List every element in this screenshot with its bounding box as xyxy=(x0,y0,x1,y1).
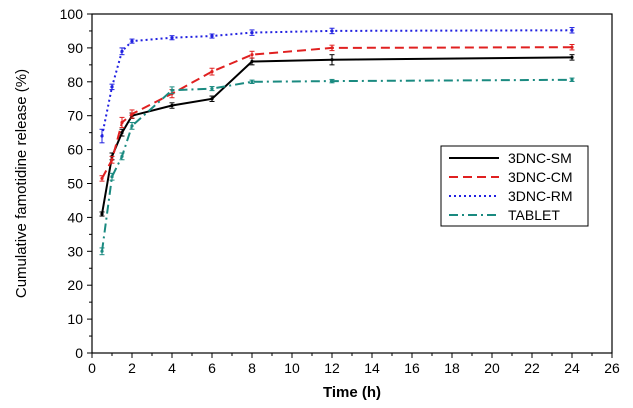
data-point xyxy=(130,39,134,43)
x-tick-label: 10 xyxy=(284,360,300,376)
data-point xyxy=(100,249,104,253)
x-tick-label: 16 xyxy=(404,360,420,376)
x-axis-title: Time (h) xyxy=(323,384,381,401)
y-tick-label: 50 xyxy=(67,176,83,192)
data-point xyxy=(570,55,574,59)
y-tick-label: 80 xyxy=(67,74,83,90)
x-tick-label: 20 xyxy=(484,360,500,376)
data-point xyxy=(210,86,214,91)
x-tick-label: 2 xyxy=(128,360,136,376)
y-tick-label: 60 xyxy=(67,142,83,158)
legend-label: TABLET xyxy=(508,207,560,223)
data-point xyxy=(170,88,174,92)
y-tick-label: 30 xyxy=(67,243,83,259)
y-tick-label: 10 xyxy=(67,311,83,327)
x-tick-label: 0 xyxy=(88,360,96,376)
legend: 3DNC-SM 3DNC-CM 3DNC-RM TABLET xyxy=(440,145,589,227)
x-tick-label: 14 xyxy=(364,360,380,376)
y-tick-label: 100 xyxy=(60,6,84,22)
data-point xyxy=(130,112,134,116)
legend-label: 3DNC-RM xyxy=(508,188,573,204)
y-tick-label: 0 xyxy=(75,345,83,361)
data-point xyxy=(100,134,104,138)
y-tick-label: 20 xyxy=(67,277,83,293)
data-point xyxy=(210,70,214,74)
legend-label: 3DNC-CM xyxy=(508,169,573,185)
data-point xyxy=(110,85,114,89)
legend-label: 3DNC-SM xyxy=(508,150,572,166)
data-point xyxy=(120,131,124,135)
x-tick-label: 18 xyxy=(444,360,460,376)
data-point xyxy=(330,79,334,83)
series-layer xyxy=(99,27,575,256)
data-point xyxy=(250,31,254,35)
series-line xyxy=(101,29,573,137)
series-line xyxy=(101,78,573,252)
data-point xyxy=(120,120,124,125)
data-point xyxy=(570,28,574,32)
x-tick-label: 26 xyxy=(604,360,620,376)
data-point xyxy=(250,59,254,64)
x-tick-label: 8 xyxy=(248,360,256,376)
data-point xyxy=(570,45,574,49)
x-tick-label: 6 xyxy=(208,360,216,376)
data-point xyxy=(250,53,254,57)
data-point xyxy=(100,212,104,216)
y-axis-title: Cumulative famotidine release (%) xyxy=(13,69,30,298)
x-tick-label: 22 xyxy=(524,360,540,376)
y-tick-label: 40 xyxy=(67,209,83,225)
data-point xyxy=(330,46,334,50)
data-point xyxy=(210,34,214,38)
legend-box xyxy=(440,145,589,227)
data-point xyxy=(570,78,574,82)
data-point xyxy=(330,58,334,62)
data-point xyxy=(110,158,114,162)
x-tick-label: 24 xyxy=(564,360,580,376)
x-tick-label: 12 xyxy=(324,360,340,376)
y-tick-label: 90 xyxy=(67,40,83,56)
data-point xyxy=(210,97,214,101)
data-point xyxy=(330,29,334,33)
y-tick-label: 70 xyxy=(67,108,83,124)
data-point xyxy=(170,36,174,40)
data-point xyxy=(250,80,254,84)
data-point xyxy=(100,176,104,181)
data-point xyxy=(120,154,124,158)
data-point xyxy=(130,124,134,128)
data-point xyxy=(110,175,114,179)
series-tablet xyxy=(99,77,575,256)
data-point xyxy=(120,49,124,53)
x-tick-label: 4 xyxy=(168,360,176,376)
axes: 0 2 4 6 8 10 12 14 16 18 20 22 24 2601020304050607080… xyxy=(60,6,620,376)
series-3dnc-rm xyxy=(99,27,575,144)
data-point xyxy=(170,103,174,108)
